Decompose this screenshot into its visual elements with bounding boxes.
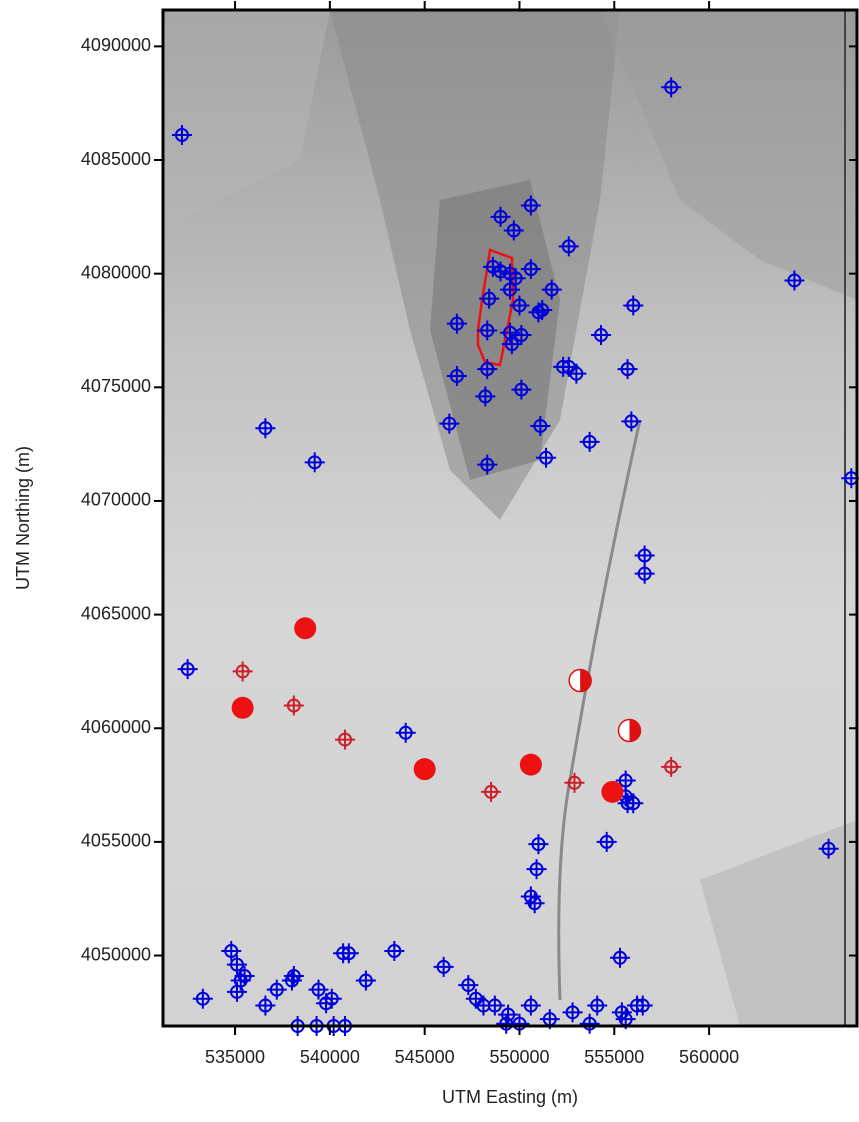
- station-marker: [601, 781, 623, 803]
- station-marker: [414, 758, 436, 780]
- y-tick-label: 4065000: [81, 603, 151, 623]
- x-axis-title: UTM Easting (m): [442, 1087, 578, 1107]
- station-marker: [232, 697, 254, 719]
- x-tick-label: 540000: [300, 1047, 360, 1067]
- x-tick-label: 550000: [489, 1047, 549, 1067]
- y-tick-label: 4070000: [81, 490, 151, 510]
- y-tick-label: 4080000: [81, 262, 151, 282]
- station-marker: [569, 670, 591, 692]
- y-axis-title: UTM Northing (m): [13, 446, 33, 590]
- station-marker: [520, 754, 542, 776]
- hillshade: [163, 10, 857, 1026]
- map-figure: 535000 540000 545000 550000 555000 560000 4050…: [0, 0, 859, 1117]
- dot: [520, 754, 542, 776]
- station-marker: [618, 720, 640, 742]
- dot: [232, 697, 254, 719]
- x-tick-label: 545000: [395, 1047, 455, 1067]
- station-marker: [294, 617, 316, 639]
- y-tick-label: 4050000: [81, 944, 151, 964]
- x-tick-label: 555000: [584, 1047, 644, 1067]
- y-tick-label: 4055000: [81, 831, 151, 851]
- x-tick-label: 535000: [205, 1047, 265, 1067]
- dot: [294, 617, 316, 639]
- x-tick-label: 560000: [679, 1047, 739, 1067]
- dot: [601, 781, 623, 803]
- y-tick-label: 4075000: [81, 376, 151, 396]
- y-tick-label: 4060000: [81, 717, 151, 737]
- y-tick-label: 4090000: [81, 35, 151, 55]
- dot: [414, 758, 436, 780]
- y-tick-label: 4085000: [81, 149, 151, 169]
